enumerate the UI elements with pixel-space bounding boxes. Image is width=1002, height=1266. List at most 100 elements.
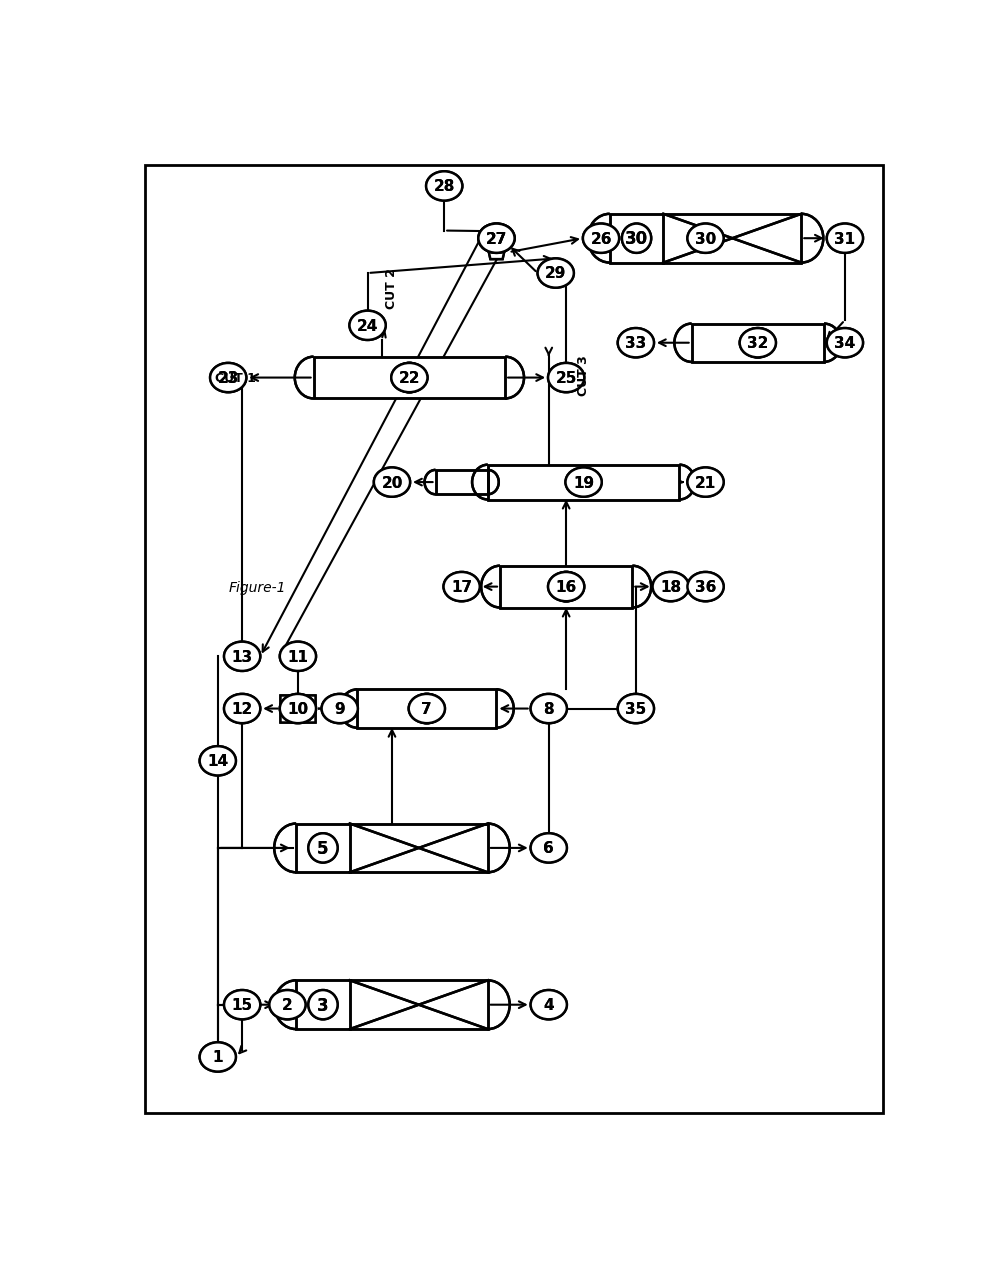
Text: 30: 30 [694, 232, 715, 247]
Polygon shape [484, 232, 508, 260]
Circle shape [742, 329, 772, 358]
Text: 7: 7 [421, 701, 432, 717]
Bar [296, 981, 487, 1029]
Text: 2: 2 [282, 998, 293, 1013]
Ellipse shape [199, 1042, 235, 1072]
Ellipse shape [426, 172, 462, 201]
Ellipse shape [280, 642, 316, 671]
Bar [609, 215, 801, 263]
Ellipse shape [199, 1042, 235, 1072]
Text: 2: 2 [282, 998, 293, 1013]
Text: CUT 2: CUT 2 [385, 267, 398, 309]
Text: 4: 4 [543, 998, 554, 1013]
Text: 4: 4 [543, 998, 554, 1013]
Ellipse shape [223, 694, 261, 724]
Ellipse shape [374, 468, 410, 498]
Bar [296, 824, 487, 872]
Text: 9: 9 [334, 701, 345, 717]
Text: 31: 31 [834, 232, 855, 247]
Text: 31: 31 [834, 232, 855, 247]
Text: 7: 7 [421, 700, 432, 718]
Ellipse shape [827, 329, 863, 358]
Text: 12: 12 [231, 701, 253, 717]
Ellipse shape [199, 747, 235, 776]
Bar [487, 466, 679, 500]
Text: 28: 28 [433, 180, 455, 194]
Ellipse shape [537, 260, 573, 289]
Bar [435, 471, 487, 495]
Bar [357, 690, 496, 728]
Text: 19: 19 [571, 473, 595, 491]
Text: 6: 6 [543, 841, 554, 856]
Ellipse shape [426, 172, 462, 201]
Text: 25: 25 [555, 371, 576, 386]
Ellipse shape [409, 694, 445, 724]
Circle shape [551, 572, 580, 601]
Text: 10: 10 [288, 701, 309, 717]
Text: 32: 32 [746, 335, 768, 351]
Ellipse shape [350, 311, 386, 341]
Ellipse shape [199, 747, 235, 776]
Text: 20: 20 [381, 475, 403, 490]
Text: 22: 22 [399, 371, 420, 386]
Text: 9: 9 [334, 701, 345, 717]
Text: 22: 22 [398, 370, 421, 387]
Ellipse shape [409, 694, 445, 724]
Text: 19: 19 [572, 475, 594, 490]
Bar [487, 466, 679, 500]
Text: 33: 33 [625, 335, 646, 351]
Text: 10: 10 [288, 701, 309, 717]
Text: 21: 21 [694, 475, 715, 490]
Bar [314, 357, 505, 399]
Bar [435, 471, 487, 495]
Text: 12: 12 [231, 701, 253, 717]
Ellipse shape [687, 468, 723, 498]
Ellipse shape [687, 468, 723, 498]
Text: 20: 20 [381, 475, 403, 490]
Text: 16: 16 [554, 579, 577, 596]
Bar [691, 324, 824, 362]
Ellipse shape [443, 572, 479, 601]
Ellipse shape [443, 572, 479, 601]
Ellipse shape [530, 833, 566, 863]
Ellipse shape [617, 694, 653, 724]
Text: 32: 32 [745, 334, 769, 352]
Circle shape [395, 363, 424, 392]
Ellipse shape [478, 224, 514, 253]
Bar [296, 981, 487, 1029]
Bar [281, 695, 315, 723]
Text: 8: 8 [543, 701, 554, 717]
Bar [357, 690, 496, 728]
Text: 14: 14 [207, 753, 228, 768]
Ellipse shape [374, 468, 410, 498]
Text: 15: 15 [231, 998, 253, 1013]
Ellipse shape [739, 329, 776, 358]
Bar [691, 324, 824, 362]
Text: 1: 1 [212, 1050, 222, 1065]
Text: 17: 17 [451, 580, 472, 595]
Ellipse shape [270, 990, 306, 1019]
Ellipse shape [223, 990, 261, 1019]
Text: 6: 6 [543, 841, 554, 856]
Ellipse shape [223, 694, 261, 724]
Ellipse shape [617, 694, 653, 724]
Bar [691, 324, 824, 362]
Ellipse shape [739, 329, 776, 358]
Ellipse shape [687, 572, 723, 601]
Bar [435, 471, 487, 495]
Bar [281, 695, 315, 723]
Ellipse shape [565, 468, 601, 498]
Text: 11: 11 [288, 649, 309, 665]
Ellipse shape [548, 572, 584, 601]
Text: 30: 30 [694, 232, 715, 247]
Bar [296, 981, 487, 1029]
Text: 5: 5 [317, 839, 329, 857]
Circle shape [412, 695, 441, 723]
Text: 16: 16 [554, 579, 577, 596]
Ellipse shape [478, 224, 514, 253]
Ellipse shape [827, 224, 863, 253]
Text: 24: 24 [357, 319, 378, 333]
Text: 3: 3 [317, 996, 329, 1014]
Text: Figure-1: Figure-1 [228, 580, 286, 594]
Text: 35: 35 [625, 701, 646, 717]
